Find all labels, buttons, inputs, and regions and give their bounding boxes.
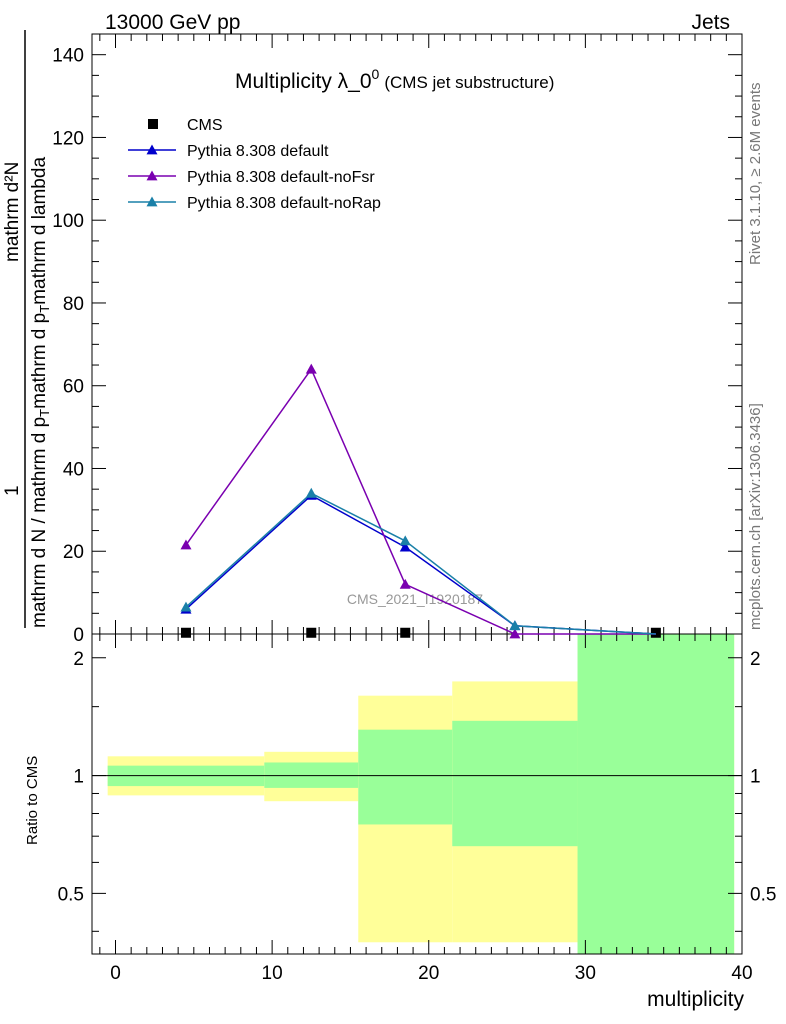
- main-y-tick-label: 20: [63, 542, 84, 563]
- main-axis-ticks: 0 20 40 60 80 100 120 140: [52, 34, 743, 646]
- legend-label: CMS: [187, 117, 223, 134]
- main-y-tick-label: 140: [52, 46, 84, 67]
- x-tick-label: 10: [262, 963, 283, 984]
- cms-data-point: [306, 627, 317, 638]
- series-marker-2: [180, 539, 192, 550]
- rivet-info: Rivet 3.1.10, ≥ 2.6M events: [747, 83, 764, 266]
- series-line-3: [185, 492, 656, 635]
- ratio-bands: [107, 634, 735, 954]
- legend-marker-triangle: [146, 144, 158, 155]
- mcplots-info: mcplots.cern.ch [arXiv:1306.3436]: [747, 403, 764, 630]
- cms-data-point: [400, 627, 411, 638]
- cms-data-point: [180, 627, 191, 638]
- series-marker-2: [399, 578, 411, 589]
- legend-label: Pythia 8.308 default-noFsr: [187, 169, 375, 186]
- ratio-green-band-2: [358, 729, 453, 825]
- series-marker-3: [509, 620, 521, 631]
- main-y-tick-label: 40: [63, 459, 84, 480]
- series-marker-3: [399, 535, 411, 546]
- series-marker-3: [305, 487, 317, 498]
- series-marker-1: [399, 541, 411, 552]
- ratio-panel-frame: [91, 633, 743, 955]
- chart-title: Multiplicity λ_00 (CMS jet substructure): [235, 66, 554, 93]
- legend-marker-square: [148, 119, 158, 129]
- x-tick-label: 0: [110, 963, 121, 984]
- header-energy: 13000 GeV pp: [105, 11, 240, 34]
- main-y-tick-label: 0: [73, 625, 84, 646]
- x-tick-label: 30: [575, 963, 596, 984]
- x-tick-label: 40: [731, 963, 752, 984]
- title-sub: (CMS jet substructure): [384, 73, 554, 92]
- title-main: Multiplicity λ_0: [235, 70, 372, 93]
- ratio-y-tick-label-right: 0.5: [750, 884, 776, 905]
- ratio-y-tick-label-right: 2: [750, 649, 761, 670]
- x-axis-label: multiplicity: [647, 988, 744, 1011]
- series-marker-3: [180, 601, 192, 612]
- series-marker-2: [509, 628, 521, 639]
- title-superscript: 0: [372, 66, 380, 82]
- main-y-tick-label: 100: [52, 211, 84, 232]
- legend-marker-triangle: [146, 170, 158, 181]
- series-marker-2: [305, 363, 317, 374]
- x-tick-label: 20: [418, 963, 439, 984]
- main-y-tick-label: 80: [63, 294, 84, 315]
- ratio-y-tick-label-right: 1: [750, 767, 761, 788]
- ratio-green-band-3: [452, 720, 578, 847]
- legend-label: Pythia 8.308 default-noRap: [187, 195, 381, 212]
- main-y-tick-label: 120: [52, 128, 84, 149]
- analysis-watermark: CMS_2021_I1920187: [347, 591, 483, 607]
- series-line-1: [185, 494, 656, 635]
- ratio-y-tick-label: 0.5: [58, 884, 84, 905]
- y-label-upper-denominator: mathrm d N / mathrm d pTmathrm d pTmathr…: [29, 157, 52, 628]
- ratio-green-band-4: [577, 634, 735, 954]
- y-label-numerator: mathrm d²N: [2, 162, 23, 262]
- main-y-axis-label: mathrm d²N mathrm d N / mathrm d pTmathr…: [2, 30, 52, 628]
- legend: CMS Pythia 8.308 default Pythia 8.308 defa…: [128, 117, 381, 212]
- cms-data-point: [650, 627, 661, 638]
- ratio-y-axis-label: Ratio to CMS: [24, 756, 41, 845]
- main-y-tick-label: 60: [63, 377, 84, 398]
- legend-marker-triangle: [146, 196, 158, 207]
- legend-label: Pythia 8.308 default: [187, 143, 329, 160]
- ratio-y-tick-label: 1: [73, 767, 84, 788]
- series-layer: [180, 363, 661, 639]
- y-label-one: 1: [2, 485, 23, 496]
- ratio-axis-ticks: 0 10 20 30 40 0.5 0.5 1 1 2 2: [58, 634, 776, 984]
- header-process: Jets: [691, 11, 730, 34]
- svg-text:Multiplicity λ_00(CMS jet subs: Multiplicity λ_00 (CMS jet substructure): [235, 66, 554, 93]
- ratio-y-tick-label: 2: [73, 649, 84, 670]
